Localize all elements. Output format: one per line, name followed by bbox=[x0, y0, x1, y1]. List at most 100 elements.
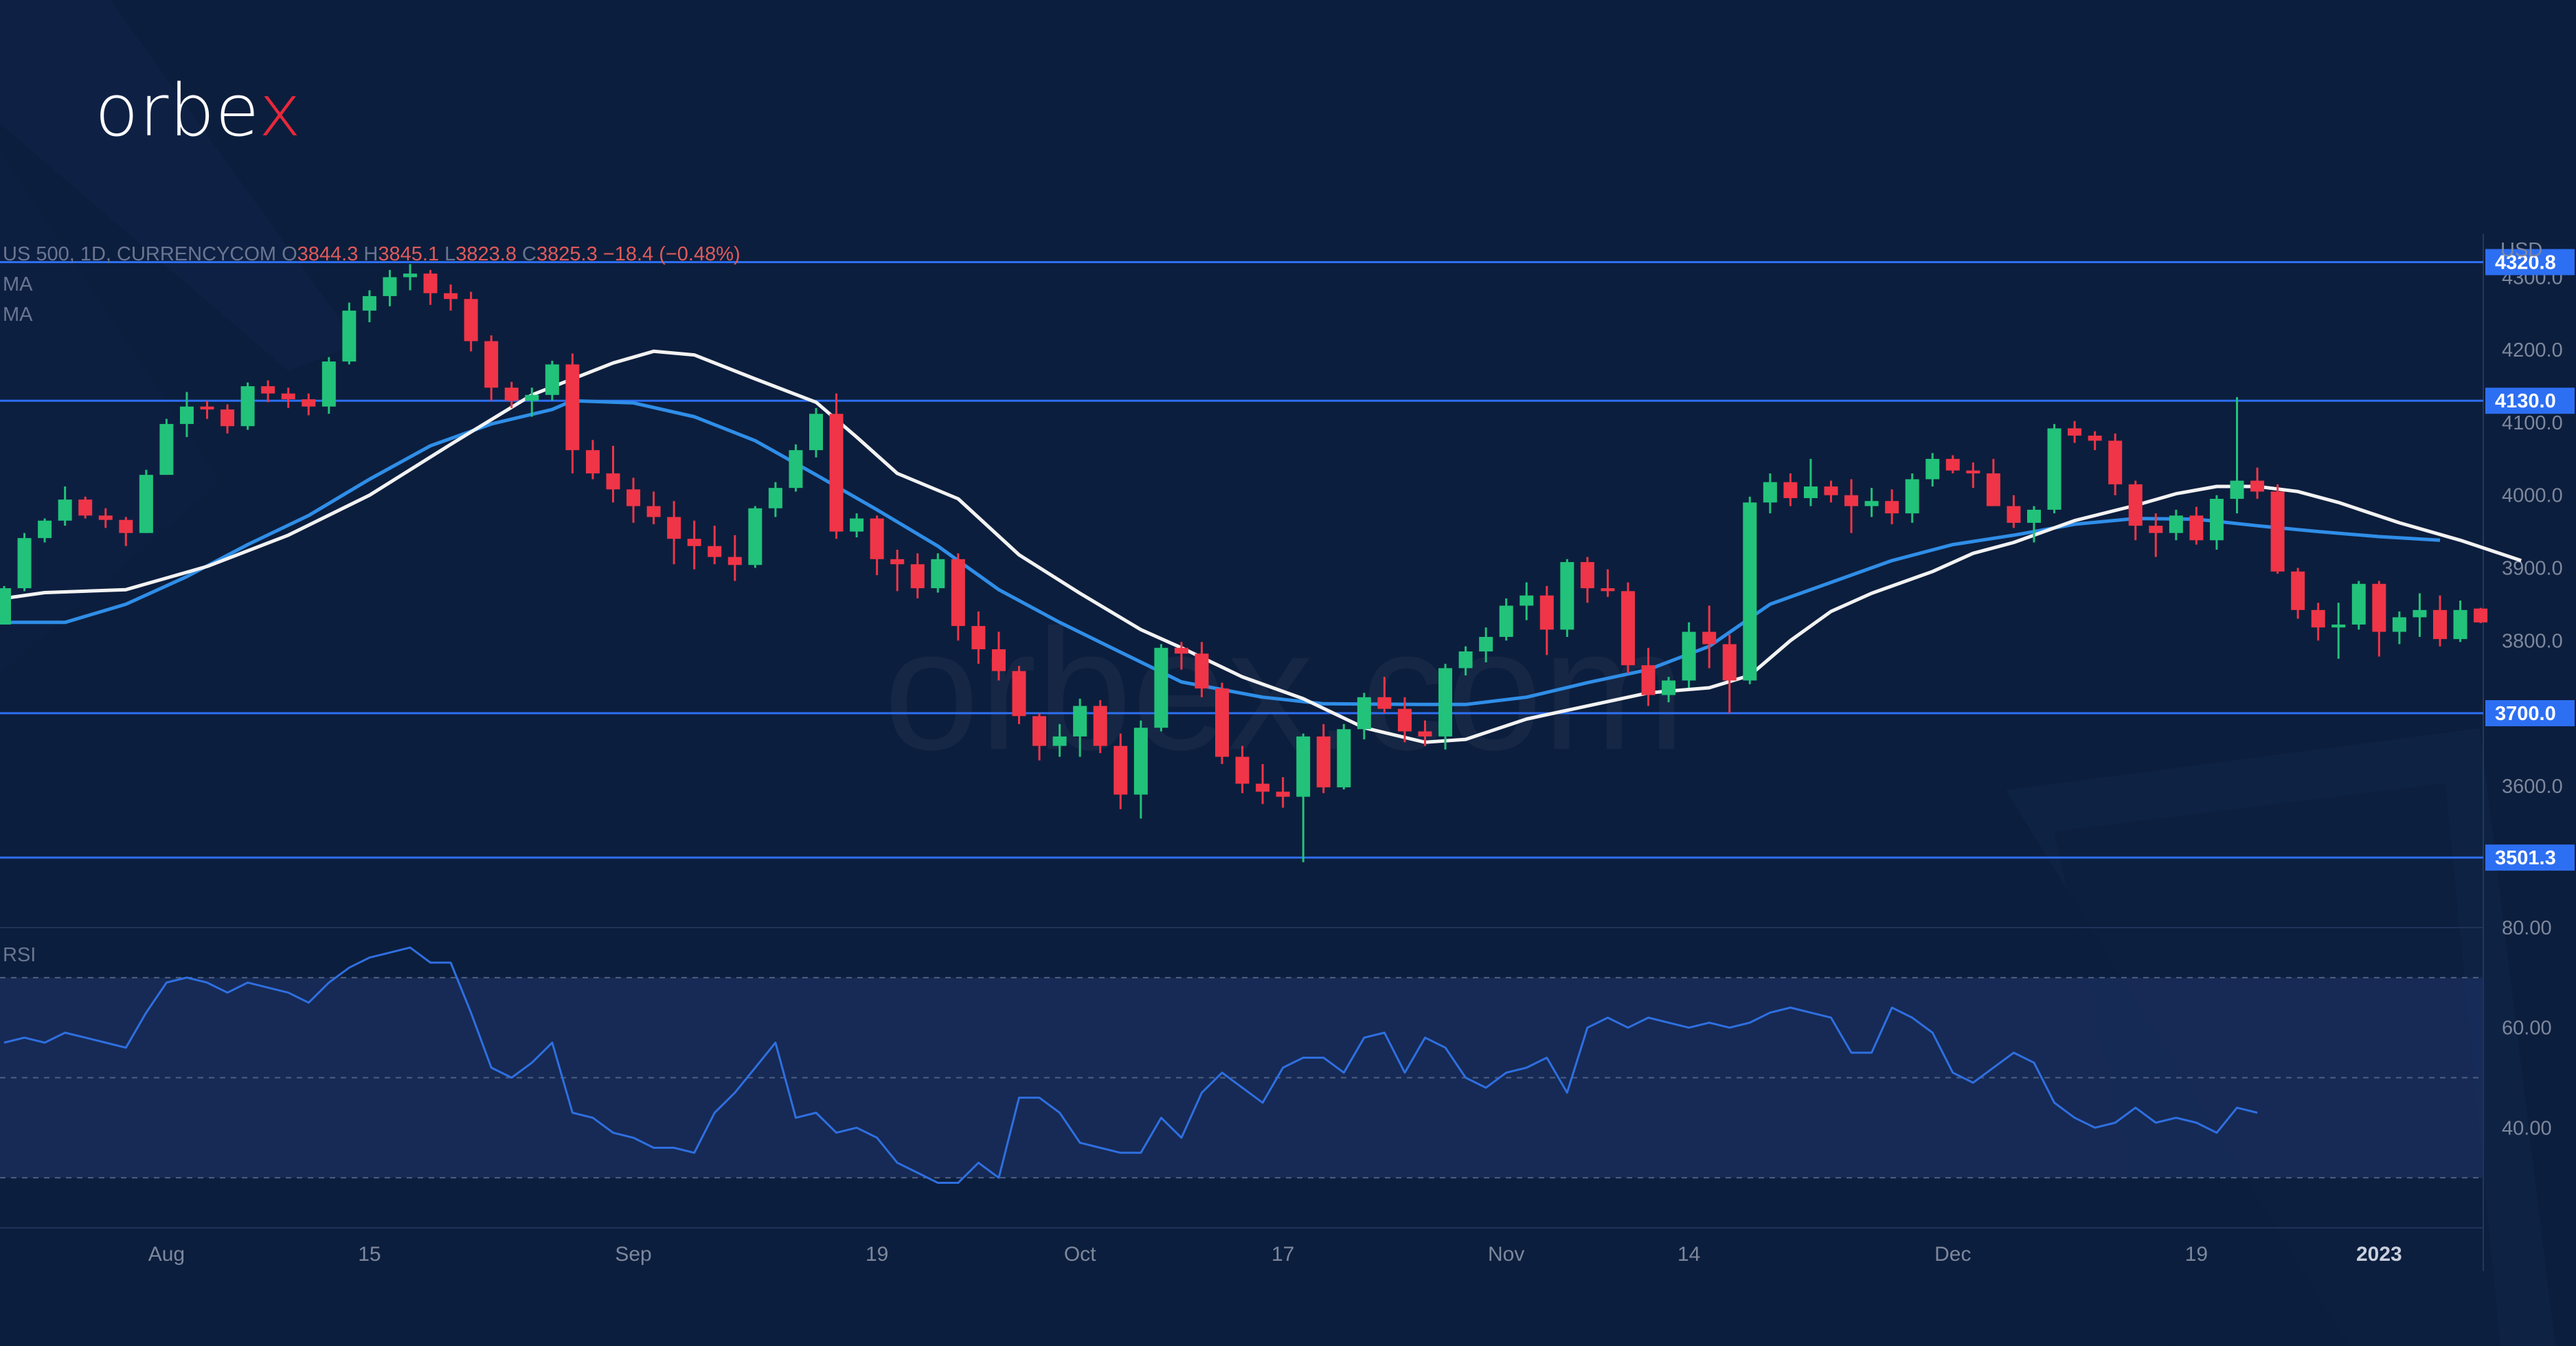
candle-body bbox=[1418, 731, 1432, 737]
candle-body bbox=[626, 489, 641, 506]
candle-body bbox=[2068, 428, 2082, 436]
candle-body bbox=[444, 293, 458, 300]
candle-body bbox=[2270, 491, 2285, 572]
candle-body bbox=[321, 361, 336, 407]
candle-body bbox=[1235, 756, 1250, 784]
candle-body bbox=[1722, 644, 1737, 681]
candle-body bbox=[2372, 583, 2386, 632]
ma-fast-line bbox=[3, 349, 2522, 744]
candle-body bbox=[2413, 609, 2427, 618]
candle-body bbox=[2392, 617, 2406, 632]
candle-body bbox=[1986, 473, 2000, 506]
candle-body bbox=[221, 409, 235, 427]
time-tick-label: Nov bbox=[1488, 1243, 1524, 1266]
candle-body bbox=[504, 388, 519, 401]
rsi-tick-label: 80.00 bbox=[2502, 917, 2552, 939]
candle-body bbox=[1905, 479, 1919, 514]
candle-body bbox=[58, 500, 72, 521]
candle-body bbox=[2108, 440, 2123, 484]
candle-body bbox=[1458, 651, 1473, 669]
time-tick-label: 14 bbox=[1677, 1243, 1700, 1266]
candle-body bbox=[159, 424, 174, 475]
price-tick-label: 3600.0 bbox=[2502, 776, 2563, 798]
candle-body bbox=[545, 364, 559, 395]
candle-body bbox=[179, 406, 194, 425]
candle-body bbox=[1195, 653, 1209, 689]
candle-body bbox=[1256, 783, 1270, 792]
candle-body bbox=[1580, 562, 1594, 589]
candle-body bbox=[98, 515, 113, 520]
candle-body bbox=[1925, 458, 1940, 480]
candle-body bbox=[1621, 591, 1635, 666]
price-tick-label: 4000.0 bbox=[2502, 485, 2563, 507]
open-value: 3844.3 bbox=[297, 243, 359, 265]
candle-body bbox=[2149, 526, 2163, 533]
candle-body bbox=[1702, 631, 1717, 644]
candle-body bbox=[2169, 515, 2183, 533]
candle-body bbox=[1377, 697, 1392, 709]
level-badge bbox=[2485, 249, 2575, 276]
time-tick-label: 19 bbox=[866, 1243, 888, 1266]
candle-body bbox=[2291, 571, 2305, 610]
candle-body bbox=[484, 341, 499, 388]
candle-body bbox=[1682, 631, 1696, 681]
candle-body bbox=[789, 450, 803, 489]
change-value: −18.4 (−0.48%) bbox=[602, 243, 741, 265]
candle-body bbox=[362, 295, 376, 311]
candle-body bbox=[1337, 729, 1351, 787]
candle-body bbox=[870, 518, 884, 559]
candle-body bbox=[200, 406, 214, 410]
candle-body bbox=[585, 450, 600, 474]
candle-body bbox=[2230, 480, 2244, 500]
candle-body bbox=[1296, 736, 1311, 797]
candle-body bbox=[606, 473, 620, 490]
candle-body bbox=[281, 393, 295, 400]
candle-body bbox=[38, 520, 52, 539]
candle-body bbox=[1844, 495, 1859, 506]
candle-body bbox=[1133, 728, 1148, 795]
time-tick-label: Sep bbox=[615, 1243, 651, 1266]
time-tick-label: Oct bbox=[1064, 1243, 1096, 1266]
ohlc-header: US 500, 1D, CURRENCYCOM O3844.3 H3845.1 … bbox=[3, 243, 741, 265]
level-label: 4130.0 bbox=[2495, 390, 2556, 412]
rsi-tick-label: 60.00 bbox=[2502, 1018, 2552, 1040]
candle-body bbox=[383, 277, 397, 296]
candle-body bbox=[1479, 636, 1493, 652]
candle-body bbox=[646, 506, 661, 517]
candle-body bbox=[1215, 688, 1229, 757]
candle-body bbox=[1560, 562, 1574, 630]
ma-slow-label: MA bbox=[3, 304, 33, 326]
candle-body bbox=[342, 311, 357, 362]
candle-body bbox=[991, 649, 1006, 671]
candle-body bbox=[687, 539, 701, 546]
candle-body bbox=[1012, 671, 1026, 717]
candle-body bbox=[2189, 515, 2204, 541]
candle-body bbox=[829, 414, 844, 532]
candle-body bbox=[1499, 605, 1513, 637]
candle-body bbox=[1864, 501, 1879, 506]
time-tick-label: 17 bbox=[1272, 1243, 1294, 1266]
close-value: 3825.3 bbox=[536, 243, 598, 265]
candle-body bbox=[910, 564, 925, 589]
candle-body bbox=[1641, 665, 1656, 695]
candle-body bbox=[2474, 608, 2488, 622]
candle-body bbox=[1539, 595, 1554, 630]
candle-body bbox=[1397, 708, 1412, 732]
candle-body bbox=[1966, 470, 1980, 474]
low-value: 3823.8 bbox=[455, 243, 517, 265]
candle-body bbox=[2250, 480, 2265, 492]
candle-body bbox=[951, 559, 965, 627]
candle-body bbox=[2351, 583, 2366, 625]
candle-body bbox=[1885, 501, 1899, 514]
time-tick-label: Aug bbox=[148, 1243, 185, 1266]
time-tick-label: 19 bbox=[2185, 1243, 2208, 1266]
candle-body bbox=[2128, 484, 2143, 526]
candle-body bbox=[748, 508, 762, 565]
candle-body bbox=[1052, 736, 1067, 746]
candle-body bbox=[403, 273, 417, 278]
currency-label: USD bbox=[2500, 239, 2543, 261]
candle-body bbox=[2453, 609, 2467, 640]
level-badge bbox=[2485, 844, 2575, 871]
candle-body bbox=[2027, 509, 2041, 523]
